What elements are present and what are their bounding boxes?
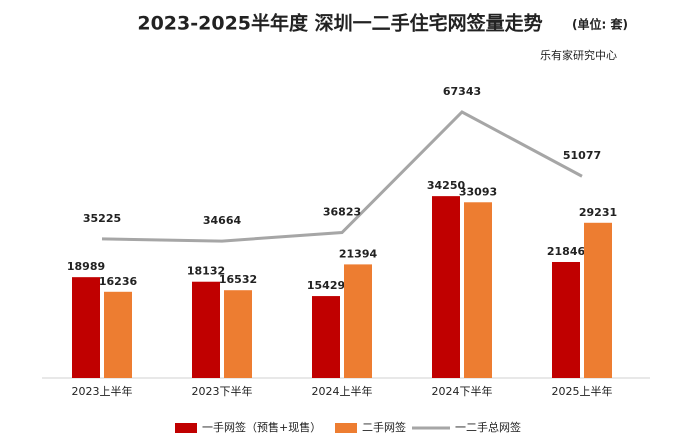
x-tick-label: 2025上半年: [552, 384, 613, 398]
value-label: 33093: [459, 185, 497, 198]
legend-label: 二手网签: [362, 420, 406, 434]
bar: [344, 264, 372, 378]
value-label: 34250: [427, 179, 466, 192]
value-label: 16236: [99, 275, 138, 288]
bar: [432, 196, 460, 378]
x-tick-label: 2023下半年: [192, 384, 253, 398]
x-tick-label: 2024上半年: [312, 384, 373, 398]
value-label: 36823: [323, 206, 361, 219]
x-tick-label: 2023上半年: [72, 384, 133, 398]
value-label: 34664: [203, 214, 242, 227]
bar: [192, 281, 220, 378]
value-label: 29231: [579, 206, 617, 219]
value-label: 35225: [83, 212, 121, 225]
legend-label: 一手网签（预售+现售）: [202, 420, 321, 434]
value-label: 18989: [67, 260, 105, 273]
legend-label: 一二手总网签: [455, 420, 521, 434]
bar: [224, 290, 252, 378]
bar: [584, 222, 612, 378]
legend-swatch: [175, 423, 197, 433]
value-label: 15429: [307, 279, 345, 292]
value-label: 18132: [187, 265, 225, 278]
bar: [104, 291, 132, 378]
legend-swatch: [335, 423, 357, 433]
value-label: 67343: [443, 85, 481, 98]
bar: [552, 261, 580, 378]
bar: [464, 202, 492, 378]
chart-title: 2023-2025半年度 深圳一二手住宅网签量走势: [137, 12, 542, 35]
value-label: 21394: [339, 247, 378, 260]
value-label: 21846: [547, 245, 586, 258]
source-label: 乐有家研究中心: [540, 48, 617, 62]
bar: [72, 277, 100, 378]
value-label: 51077: [563, 149, 601, 162]
value-label: 16532: [219, 273, 257, 286]
x-tick-label: 2024下半年: [432, 384, 493, 398]
line: [101, 110, 583, 243]
unit-label: (单位: 套): [572, 17, 628, 32]
bar: [312, 296, 340, 378]
